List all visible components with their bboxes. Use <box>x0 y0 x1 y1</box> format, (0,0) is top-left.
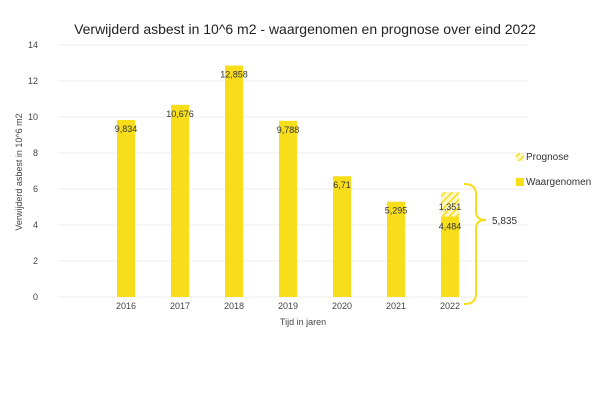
data-label-waargenomen: 6,71 <box>333 180 351 190</box>
bar-waargenomen <box>117 119 135 297</box>
bar-waargenomen <box>225 65 243 297</box>
x-tick-label: 2022 <box>440 301 460 311</box>
y-axis-label: Verwijderd asbest in 10^6 m2 <box>14 113 24 230</box>
y-tick-label: 8 <box>33 148 38 158</box>
legend-swatch-prognose <box>516 153 524 161</box>
legend-label-prognose: Prognose <box>526 152 569 163</box>
bar-waargenomen <box>441 216 459 297</box>
y-tick-label: 0 <box>33 292 38 302</box>
x-tick-label: 2018 <box>224 301 244 311</box>
data-label-waargenomen: 12,858 <box>220 70 248 80</box>
legend-swatch-waargenomen <box>516 178 524 186</box>
y-tick-label: 14 <box>28 40 38 50</box>
x-tick-label: 2020 <box>332 301 352 311</box>
data-label-waargenomen: 5,295 <box>385 206 408 216</box>
data-label-waargenomen: 9,834 <box>115 124 138 134</box>
legend-label-waargenomen: Waargenomen <box>526 177 591 188</box>
bar-waargenomen <box>333 176 351 297</box>
chart-title: Verwijderd asbest in 10^6 m2 - waargenom… <box>74 21 536 37</box>
y-tick-label: 4 <box>33 220 38 230</box>
y-tick-label: 2 <box>33 256 38 266</box>
bar-waargenomen <box>387 201 405 297</box>
bar-prognose <box>441 191 459 217</box>
y-axis-ticks: 0 2 4 6 8 10 12 14 <box>28 40 38 302</box>
brace-total-label: 5,835 <box>492 216 517 227</box>
x-axis-label: Tijd in jaren <box>280 317 326 327</box>
bars: 9,834 10,676 12,858 9,788 6,71 5,295 1,351 4,48… <box>115 65 462 297</box>
y-tick-label: 12 <box>28 76 38 86</box>
x-tick-label: 2016 <box>116 301 136 311</box>
y-tick-label: 6 <box>33 184 38 194</box>
total-brace: 5,835 <box>463 182 517 305</box>
bar-waargenomen <box>171 104 189 297</box>
data-label-waargenomen: 4,484 <box>439 221 462 231</box>
y-tick-label: 10 <box>28 112 38 122</box>
bar-waargenomen <box>279 120 297 297</box>
x-tick-label: 2019 <box>278 301 298 311</box>
x-tick-label: 2017 <box>170 301 190 311</box>
data-label-waargenomen: 10,676 <box>166 109 194 119</box>
x-tick-label: 2021 <box>386 301 406 311</box>
x-axis-ticks: 2016 2017 2018 2019 2020 2021 2022 <box>116 301 460 311</box>
legend[interactable]: Prognose Waargenomen <box>516 152 591 188</box>
data-label-prognose: 1,351 <box>439 202 462 212</box>
data-label-waargenomen: 9,788 <box>277 125 300 135</box>
brace-shape <box>463 182 487 305</box>
